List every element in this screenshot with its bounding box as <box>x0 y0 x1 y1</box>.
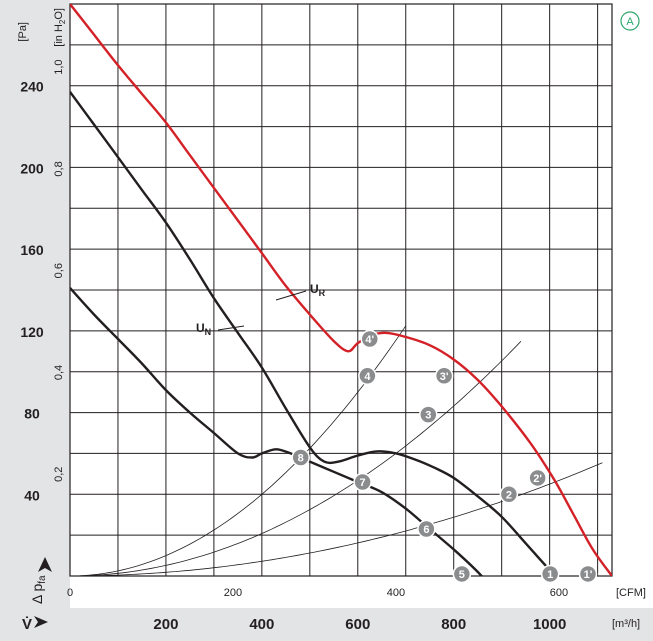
operating-point-5: 5 <box>452 564 472 584</box>
svg-text:4: 4 <box>364 371 371 383</box>
operating-point-7: 7 <box>353 472 372 492</box>
x-axis-title: V̇ <box>22 616 32 633</box>
un-label: UN <box>196 321 211 337</box>
cfm-tick-label: 600 <box>550 587 568 599</box>
operating-point-3p: 3' <box>434 366 454 386</box>
ur-label: UR <box>310 282 326 298</box>
m3h-unit-label: [m³/h] <box>612 618 640 630</box>
system-curve <box>70 325 407 576</box>
pa-tick-label: 80 <box>24 406 40 422</box>
inh2o-tick-label: 0,2 <box>53 467 65 482</box>
x-axis-arrow-icon <box>34 616 48 628</box>
svg-text:Δ pfa: Δ pfa <box>29 575 48 604</box>
inh2o-tick-label: 0,4 <box>53 365 65 380</box>
operating-point-4: 4 <box>358 366 377 386</box>
svg-text:3': 3' <box>440 371 449 383</box>
operating-point-2p: 2' <box>528 468 547 488</box>
svg-text:7: 7 <box>360 477 366 489</box>
grid <box>69 3 613 577</box>
performance-curves <box>70 4 612 576</box>
operating-point-2: 2 <box>499 485 519 504</box>
inh2o-tick-label: 1,0 <box>53 59 65 74</box>
badge-label: A <box>626 16 634 28</box>
badge-circle <box>620 11 640 31</box>
pa-tick-label: 200 <box>20 160 44 176</box>
inh2o-tick-label: 0,8 <box>53 161 65 176</box>
cfm-tick-label: 200 <box>224 587 242 599</box>
pa-tick-label: 160 <box>20 242 44 258</box>
m3h-tick-label: 400 <box>249 616 274 633</box>
svg-text:5: 5 <box>459 569 465 581</box>
operating-point-1p: 1' <box>578 564 598 584</box>
performance-curve-1 <box>70 4 612 576</box>
inh2o-tick-label: 0,6 <box>53 263 65 278</box>
pa-tick-label: 120 <box>20 324 44 340</box>
pa-tick-label: 40 <box>24 487 40 503</box>
cfm-tick-label: 400 <box>387 587 405 599</box>
operating-point-1: 1 <box>540 564 560 584</box>
system-curve <box>70 341 522 576</box>
m3h-tick-label: 200 <box>153 616 178 633</box>
svg-text:8: 8 <box>298 453 304 465</box>
operating-point-4p: 4' <box>360 329 380 349</box>
performance-curve-2 <box>70 91 558 576</box>
performance-curve-3 <box>70 287 484 576</box>
m3h-tick-label: 800 <box>441 616 466 633</box>
operating-point-3: 3 <box>419 405 438 424</box>
plot-frame <box>69 3 613 577</box>
un-leader <box>217 325 245 331</box>
system-curve <box>70 462 603 576</box>
y-axis-title: Δ pfa <box>29 575 48 604</box>
pa-unit-label: [Pa] <box>17 22 29 42</box>
cfm-unit-label: [CFM] <box>616 587 646 599</box>
svg-text:3: 3 <box>425 410 431 422</box>
m3h-tick-label: 600 <box>345 616 370 633</box>
svg-text:2: 2 <box>506 489 512 501</box>
y-axis-arrow-icon <box>38 557 52 572</box>
svg-text:4': 4' <box>365 334 374 346</box>
operating-points: 1' 2' 3' 4' 1 2 3 4 5 6 7 8 <box>291 329 598 584</box>
svg-text:2': 2' <box>533 473 542 485</box>
pa-tick-label: 240 <box>20 79 44 95</box>
m3h-tick-label: 1000 <box>533 616 566 633</box>
operating-point-8: 8 <box>291 448 310 467</box>
cfm-tick-label: 0 <box>67 587 73 599</box>
ur-leader <box>275 290 307 301</box>
inh2o-unit-label: [in H2O] <box>53 8 67 47</box>
svg-text:1': 1' <box>584 569 593 581</box>
svg-text:1: 1 <box>547 569 553 581</box>
svg-text:6: 6 <box>423 524 429 536</box>
axis-labels: 40 80 120 160 200 240 0,2 0,4 0,6 0,8 1,0 0 200 400 60… <box>20 59 568 633</box>
operating-point-6: 6 <box>417 519 436 539</box>
